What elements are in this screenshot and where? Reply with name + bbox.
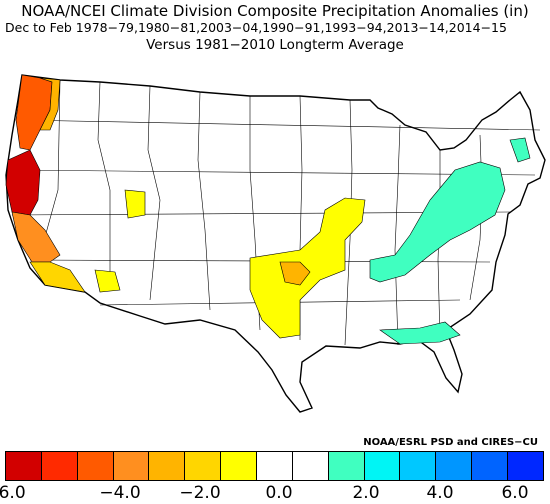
colorbar-tick-label: 2.0 <box>352 483 380 503</box>
data-credit: NOAA/ESRL PSD and CIRES−CU <box>363 437 538 448</box>
anomaly-region-southern-plains <box>249 197 366 339</box>
anomaly-region-north-california <box>5 149 41 216</box>
colorbar-swatch <box>149 452 186 480</box>
anomaly-region-new-england <box>509 137 531 163</box>
anomaly-region-ozarks <box>279 261 311 286</box>
colorbar-swatch <box>185 452 222 480</box>
us-outline <box>5 74 546 413</box>
colorbar-tick-label: −2.0 <box>179 483 221 503</box>
colorbar-swatch <box>472 452 509 480</box>
anomaly-region-carolinas <box>379 321 461 345</box>
anomaly-region-appalachians <box>369 161 506 283</box>
colorbar-swatch <box>400 452 437 480</box>
map-comparison: Versus 1981−2010 Longterm Average <box>146 37 404 53</box>
colorbar-swatch <box>508 452 543 480</box>
anomaly-region-arizona-small <box>94 269 121 293</box>
precipitation-anomaly-map <box>5 74 546 413</box>
colorbar-swatch <box>113 452 150 480</box>
map-subtitle: Dec to Feb 1978−79,1980−81,2003−04,1990−… <box>5 20 507 35</box>
colorbar-tick-label: 6.0 <box>501 483 529 503</box>
anomaly-region-south-california <box>29 261 86 293</box>
colorbar-swatch <box>221 452 258 480</box>
colorbar-swatch <box>364 452 401 480</box>
colorbar-swatch <box>257 452 293 480</box>
anomaly-region-oregon-cascades <box>39 77 61 131</box>
anomaly-region-sierra <box>11 211 61 263</box>
colorbar-swatch <box>6 452 42 480</box>
colorbar-swatch <box>292 452 329 480</box>
colorbar-tick-label: 4.0 <box>426 483 454 503</box>
colorbar-swatch <box>77 452 114 480</box>
map-title: NOAA/NCEI Climate Division Composite Pre… <box>21 2 529 20</box>
colorbar-swatch <box>436 452 473 480</box>
colorbar-tick-label: −4.0 <box>99 483 141 503</box>
colorbar-swatch <box>328 452 365 480</box>
colorbar-tick-label: 0.0 <box>265 483 293 503</box>
colorbar-tick-label: −6.0 <box>0 483 26 503</box>
colorbar-swatch <box>41 452 78 480</box>
anomaly-region-nevada-small <box>124 189 146 219</box>
colorbar <box>5 451 544 481</box>
